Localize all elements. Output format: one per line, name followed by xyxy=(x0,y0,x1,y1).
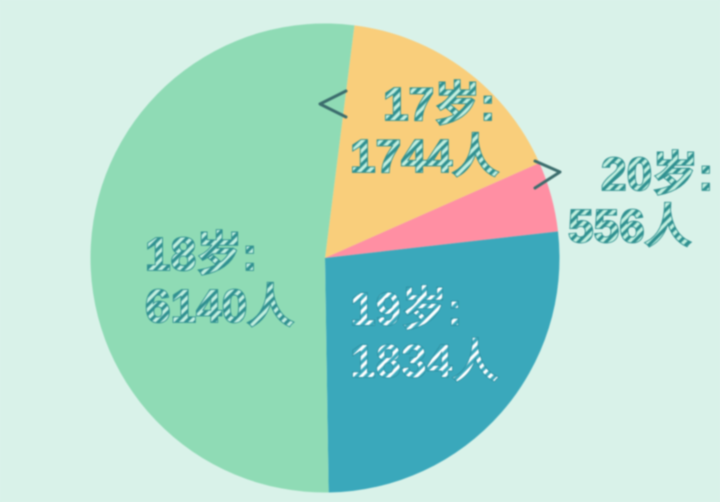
svg-text:1834人: 1834人 xyxy=(350,335,498,387)
svg-text:6140人: 6140人 xyxy=(145,280,293,332)
svg-text:556人: 556人 xyxy=(568,200,691,252)
svg-text:20岁:: 20岁: xyxy=(601,148,713,200)
svg-text:17岁:: 17岁: xyxy=(383,78,495,130)
svg-text:18岁:: 18岁: xyxy=(145,228,257,280)
svg-text:19岁:: 19岁: xyxy=(350,283,462,335)
svg-text:1744人: 1744人 xyxy=(350,130,498,182)
